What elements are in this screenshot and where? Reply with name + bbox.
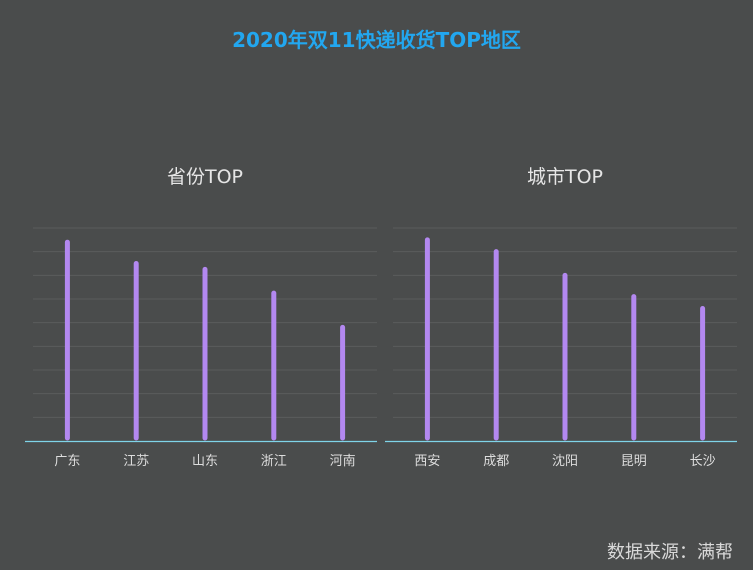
x-tick-label: 河南 (330, 453, 356, 469)
x-tick-label: 长沙 (690, 454, 716, 469)
province-chart-plot: 广东 江苏 山东 浙江 河南 (25, 227, 377, 469)
city-chart-plot: 西安 成都 沈阳 昆明 长沙 (385, 227, 737, 469)
x-tick-label: 江苏 (123, 453, 149, 469)
page-title: 2020年双11快递收货TOP地区 (232, 28, 521, 52)
province-chart: 省份TOP 广东 江苏 山东 浙江 河南 (25, 0, 385, 570)
x-tick-label: 成都 (483, 454, 509, 469)
city-chart-title: 城市TOP (526, 166, 604, 188)
x-tick-label: 山东 (192, 454, 218, 469)
x-tick-label: 沈阳 (552, 454, 578, 469)
x-tick-label: 昆明 (621, 454, 647, 469)
x-tick-label: 西安 (414, 454, 440, 469)
x-tick-label: 广东 (54, 454, 80, 469)
x-tick-label: 浙江 (261, 454, 287, 469)
province-chart-title: 省份TOP (166, 166, 244, 188)
data-source-note: 数据来源：满帮 (607, 542, 733, 563)
city-chart: 城市TOP 西安 成都 沈阳 昆明 长沙 (385, 0, 745, 570)
